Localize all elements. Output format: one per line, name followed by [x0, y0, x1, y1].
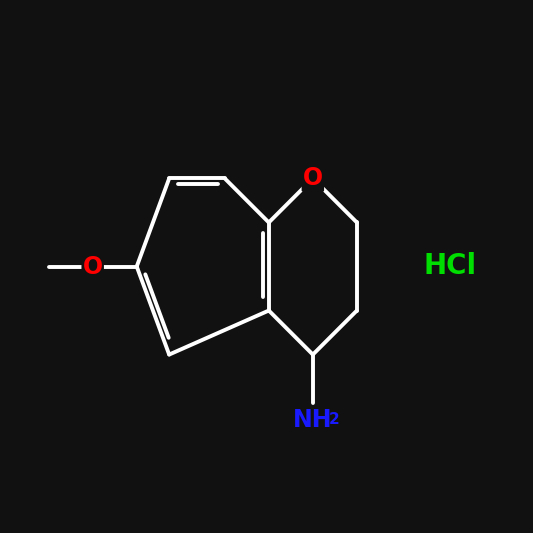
Text: O: O: [83, 254, 103, 279]
Text: O: O: [303, 166, 323, 190]
Text: 2: 2: [328, 411, 339, 426]
Text: NH: NH: [293, 408, 333, 432]
Text: HCl: HCl: [423, 253, 476, 280]
